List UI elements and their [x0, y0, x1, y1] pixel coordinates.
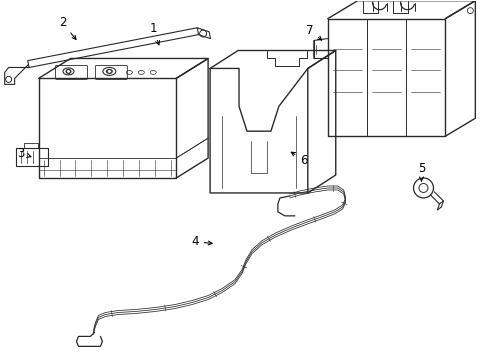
Text: 6: 6 [291, 152, 307, 167]
Text: 5: 5 [417, 162, 424, 181]
Text: 3: 3 [17, 147, 31, 159]
Text: 2: 2 [59, 16, 76, 40]
Text: 1: 1 [149, 22, 159, 45]
Text: 7: 7 [305, 24, 321, 40]
Text: 4: 4 [191, 235, 212, 248]
